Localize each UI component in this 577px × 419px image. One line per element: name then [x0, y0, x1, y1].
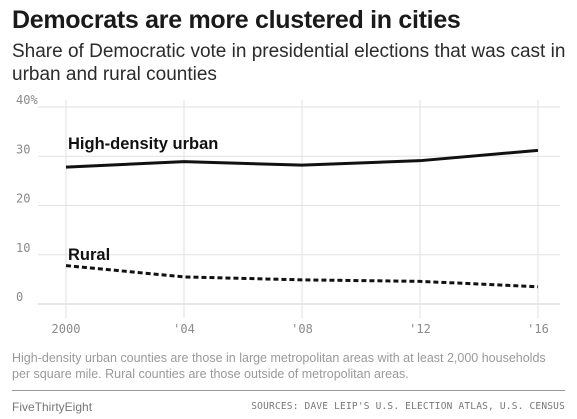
footnote: High-density urban counties are those in… [12, 351, 546, 381]
y-tick-label: 0 [16, 290, 23, 304]
series-label: High-density urban [68, 135, 218, 153]
footer-divider [12, 390, 565, 391]
x-tick-label: '08 [291, 322, 313, 336]
series-line [65, 148, 539, 169]
line-chart: 0 10 20 30 40% 2000 '04 '08 '12 '16 High-density u… [16, 93, 560, 336]
y-tick-label: 30 [16, 142, 30, 156]
series-line [65, 264, 539, 289]
x-tick-label: '04 [173, 322, 195, 336]
y-tick-label: 20 [16, 192, 30, 206]
chart-title: Democrats are more clustered in cities [12, 6, 461, 34]
x-tick-label: 2000 [52, 322, 81, 336]
x-tick-label: '16 [527, 322, 549, 336]
x-tick-label: '12 [409, 322, 431, 336]
brand-label: FiveThirtyEight [12, 400, 93, 414]
source-label: SOURCES: DAVE LEIP'S U.S. ELECTION ATLAS… [251, 401, 565, 412]
series-label: Rural [68, 246, 110, 264]
chart-subtitle: Share of Democratic vote in presidential… [12, 41, 566, 85]
y-tick-label: 10 [16, 241, 30, 255]
y-tick-label: 40% [16, 93, 38, 107]
